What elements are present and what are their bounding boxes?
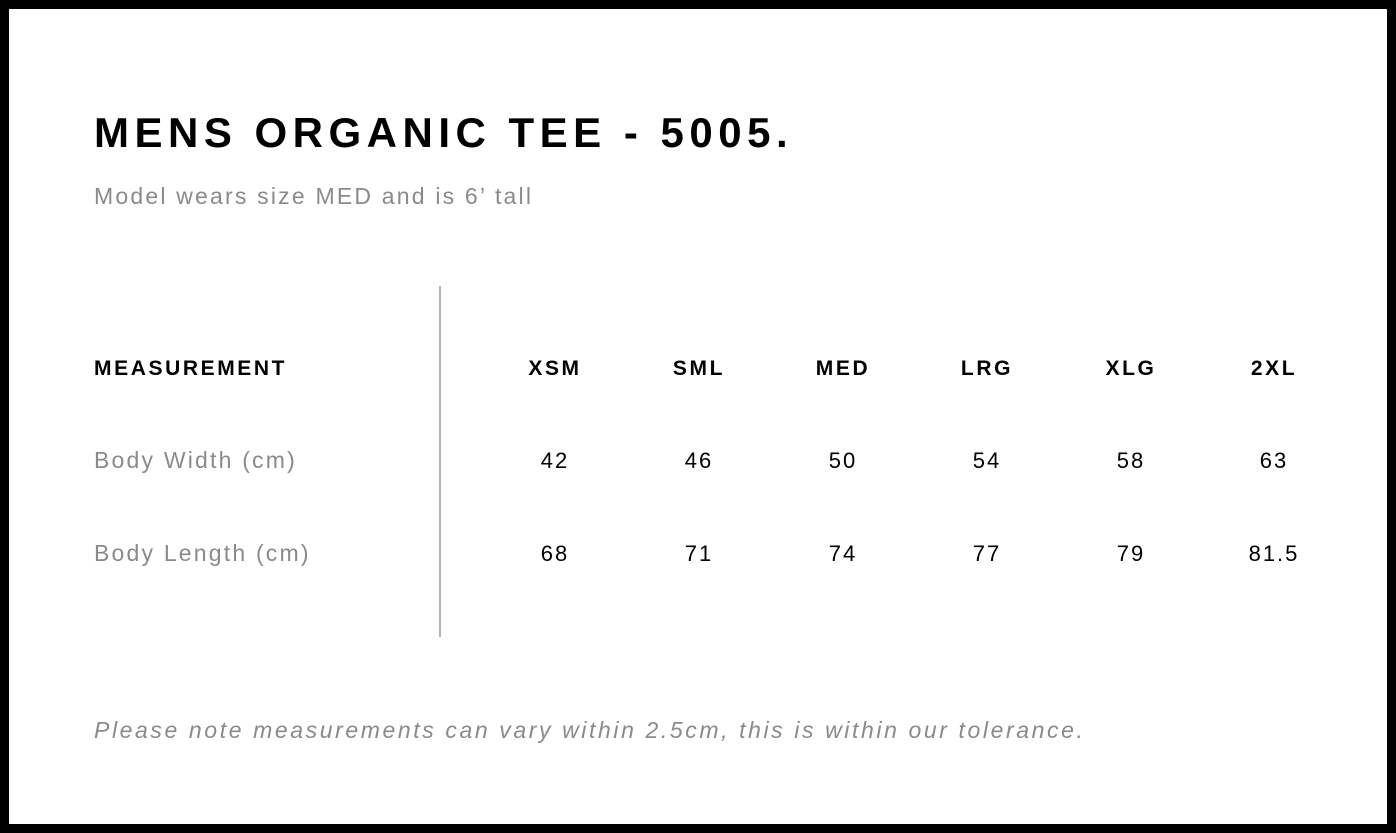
size-header: XLG xyxy=(1105,357,1157,380)
table-cell: 42 xyxy=(540,448,570,473)
size-header: MED xyxy=(815,357,871,380)
row-label-body-length: Body Length (cm) xyxy=(94,540,311,566)
table-cell: 79 xyxy=(1116,541,1146,566)
table-cell: 71 xyxy=(684,541,714,566)
table-cell: 81.5 xyxy=(1248,541,1300,566)
table-cell: 74 xyxy=(828,541,858,566)
table-cell: 50 xyxy=(828,448,858,473)
size-header: SML xyxy=(672,357,726,380)
table-cell: 68 xyxy=(540,541,570,566)
table-cell: 63 xyxy=(1259,448,1289,473)
size-header: 2XL xyxy=(1250,357,1298,380)
table-cell: 77 xyxy=(972,541,1002,566)
row-label-body-width: Body Width (cm) xyxy=(94,447,297,473)
table-cell: 46 xyxy=(684,448,714,473)
size-header: XSM xyxy=(528,357,582,380)
subtitle: Model wears size MED and is 6’ tall xyxy=(94,183,534,209)
page-title: MENS ORGANIC TEE - 5005. xyxy=(94,109,794,156)
table-cell: 54 xyxy=(972,448,1002,473)
table-cell: 58 xyxy=(1116,448,1146,473)
column-divider xyxy=(439,286,441,637)
size-chart-card: MENS ORGANIC TEE - 5005. Model wears siz… xyxy=(9,9,1387,824)
size-header: LRG xyxy=(960,357,1014,380)
tolerance-note: Please note measurements can vary within… xyxy=(94,717,1086,743)
measurement-header: MEASUREMENT xyxy=(94,357,288,380)
